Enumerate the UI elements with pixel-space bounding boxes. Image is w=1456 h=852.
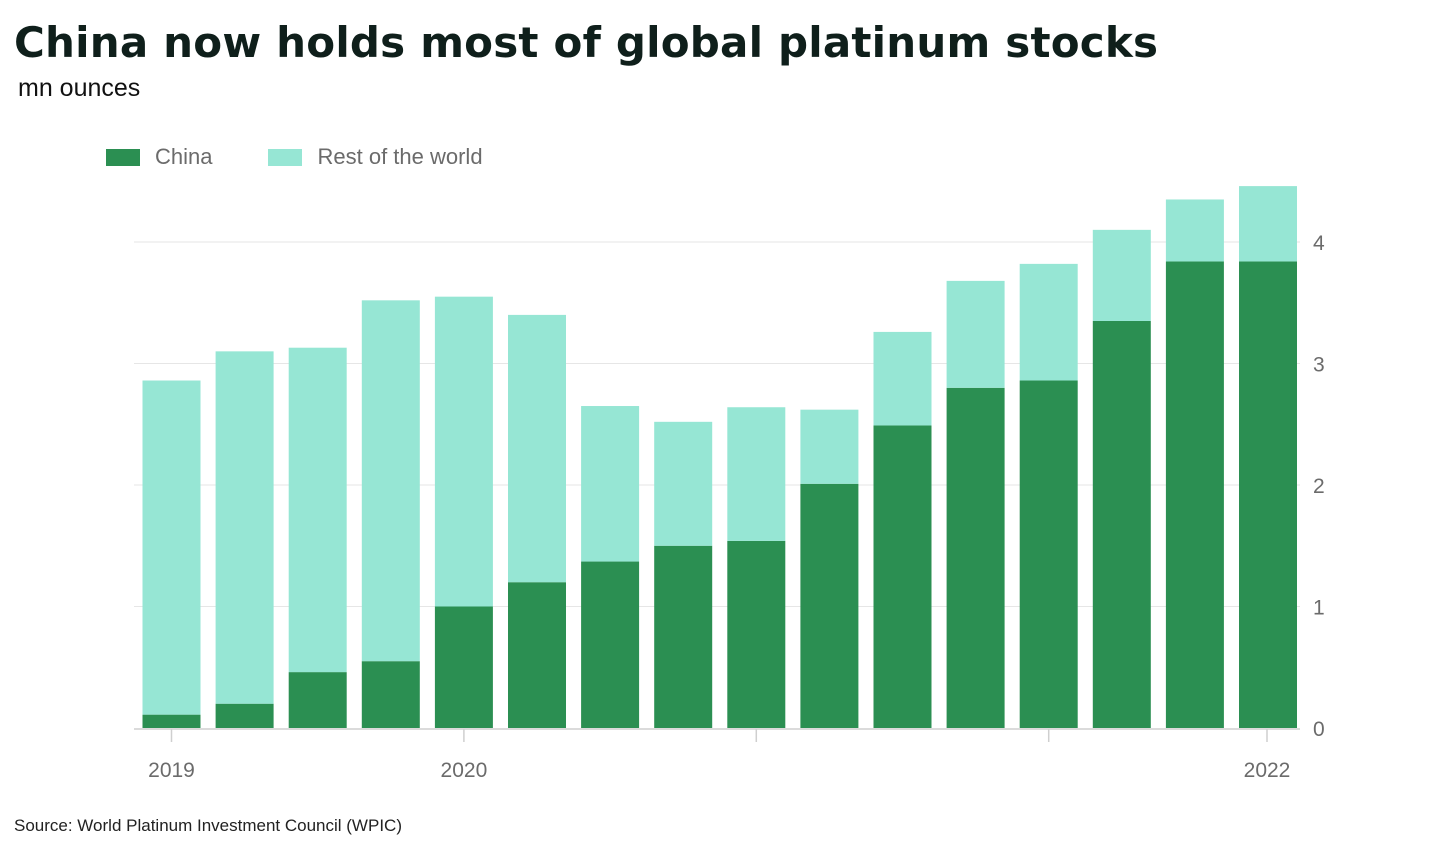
bar-china [215, 703, 274, 728]
legend-label-china: China [155, 144, 213, 169]
bar-china [142, 714, 201, 728]
y-tick-label: 3 [1313, 354, 1325, 377]
y-tick-label: 4 [1313, 232, 1325, 255]
bar-rest-of-world [873, 331, 932, 426]
x-tick-label: 2020 [441, 759, 488, 782]
legend-item-china: China [106, 144, 212, 170]
bar-rest-of-world [1092, 229, 1151, 321]
bar-china [288, 672, 347, 728]
bar-rest-of-world [946, 280, 1005, 388]
bar-rest-of-world [142, 380, 201, 715]
bar-rest-of-world [1019, 263, 1078, 381]
bar-rest-of-world [288, 347, 347, 673]
bar-china [434, 606, 493, 728]
bar-china [946, 387, 1005, 728]
bar-rest-of-world [215, 351, 274, 704]
legend-item-rest-of-world: Rest of the world [268, 144, 483, 170]
bar-china [654, 545, 713, 728]
bar-china [727, 540, 786, 728]
bar-rest-of-world [654, 421, 713, 546]
bar-china [873, 425, 932, 728]
source-note: Source: World Platinum Investment Counci… [14, 816, 402, 835]
x-tick-label: 2022 [1244, 759, 1291, 782]
bar-china [1092, 320, 1151, 728]
bar-rest-of-world [361, 300, 420, 662]
chart-subtitle: mn ounces [18, 74, 141, 102]
bar-china [581, 561, 640, 728]
legend: China Rest of the world [106, 144, 539, 170]
bar-china [1165, 261, 1224, 728]
bar-rest-of-world [434, 296, 493, 607]
bar-rest-of-world [1239, 186, 1297, 262]
bar-china [508, 582, 566, 728]
chart-title: China now holds most of global platinum … [14, 18, 1159, 67]
bar-rest-of-world [1165, 199, 1224, 262]
legend-swatch-china [106, 148, 140, 166]
y-tick-label: 1 [1313, 597, 1325, 620]
bar-rest-of-world [800, 409, 859, 484]
y-tick-label: 0 [1313, 718, 1325, 741]
bar-rest-of-world [508, 314, 566, 583]
bar-china [1019, 380, 1078, 728]
bar-china [1239, 261, 1297, 728]
bar-china [800, 483, 859, 728]
bar-rest-of-world [727, 407, 786, 541]
y-tick-label: 2 [1313, 475, 1325, 498]
x-tick-label: 2019 [148, 759, 195, 782]
bar-rest-of-world [581, 406, 640, 562]
legend-label-rest-of-world: Rest of the world [317, 144, 483, 169]
legend-swatch-rest-of-world [268, 148, 303, 166]
bar-china [361, 661, 420, 728]
